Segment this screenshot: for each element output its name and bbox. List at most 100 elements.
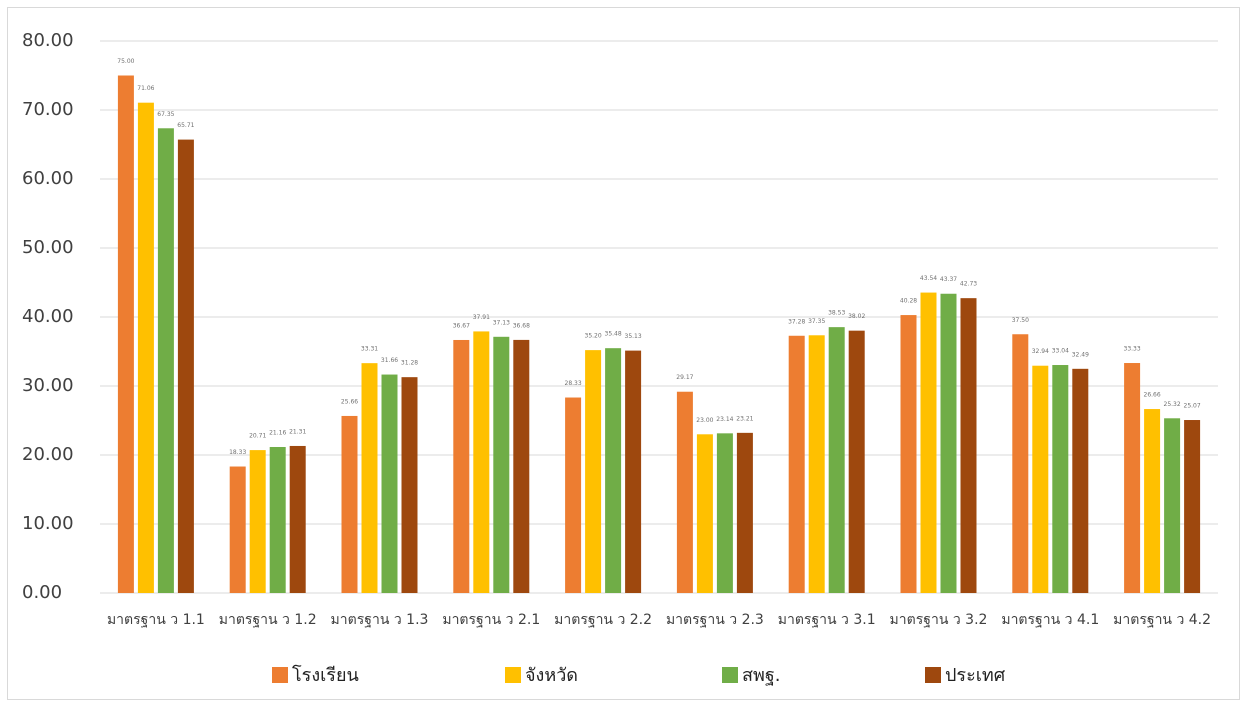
bar (736, 432, 753, 593)
bar (117, 75, 134, 593)
value-label: 67.35 (157, 111, 174, 118)
value-label: 65.71 (177, 122, 194, 129)
bar (177, 139, 194, 593)
x-tick-label: มาตรฐาน ว 1.1 (107, 612, 205, 628)
value-label: 42.73 (960, 281, 977, 288)
value-label: 33.04 (1052, 348, 1069, 355)
legend-label: สพฐ. (742, 665, 781, 686)
x-tick-label: มาตรฐาน ว 3.2 (890, 612, 988, 628)
value-label: 71.06 (137, 85, 154, 92)
value-label: 38.53 (828, 310, 845, 317)
bar (1012, 334, 1029, 593)
bar (1072, 368, 1089, 593)
value-label: 28.33 (565, 380, 582, 387)
bar (960, 298, 977, 593)
bar (788, 335, 805, 593)
bar (157, 128, 174, 593)
value-label: 20.71 (249, 433, 266, 440)
x-tick-label: มาตรฐาน ว 1.3 (331, 612, 429, 628)
x-tick-label: มาตรฐาน ว 2.2 (554, 612, 652, 628)
bar (605, 348, 622, 593)
legend-swatch (722, 667, 738, 683)
x-tick-label: มาตรฐาน ว 4.1 (1001, 612, 1099, 628)
y-tick-label: 70.00 (22, 99, 74, 120)
bar (1124, 363, 1141, 593)
value-label: 37.13 (493, 319, 510, 326)
value-label: 18.33 (229, 449, 246, 456)
bar (1184, 420, 1201, 593)
bar (625, 350, 642, 593)
x-tick-label: มาตรฐาน ว 3.1 (778, 612, 876, 628)
value-label: 43.37 (940, 276, 957, 283)
legend-swatch (505, 667, 521, 683)
bar (453, 339, 470, 593)
x-tick-label: มาตรฐาน ว 2.3 (666, 612, 764, 628)
value-label: 33.33 (1124, 346, 1141, 353)
bar (808, 335, 825, 593)
y-tick-label: 0.00 (22, 582, 62, 603)
y-tick-label: 50.00 (22, 237, 74, 258)
bar (1032, 365, 1049, 593)
y-tick-label: 10.00 (22, 513, 74, 534)
value-label: 35.20 (585, 333, 602, 340)
value-label: 36.67 (453, 322, 470, 329)
bar (361, 363, 378, 593)
value-label: 37.91 (473, 314, 490, 321)
bar (229, 466, 246, 593)
bar (493, 336, 510, 593)
value-label: 33.31 (361, 346, 378, 353)
bar (289, 445, 306, 593)
value-label: 32.94 (1032, 348, 1049, 355)
bar (473, 331, 490, 593)
bar (900, 315, 917, 593)
y-tick-label: 20.00 (22, 444, 74, 465)
y-tick-label: 60.00 (22, 168, 74, 189)
legend-label: จังหวัด (525, 665, 578, 686)
value-label: 35.13 (625, 333, 642, 340)
bar (848, 330, 865, 593)
value-label: 35.48 (605, 331, 622, 338)
value-label: 21.16 (269, 429, 286, 436)
bar (341, 415, 358, 593)
value-label: 31.28 (401, 360, 418, 367)
bar (716, 433, 733, 593)
x-tick-label: มาตรฐาน ว 2.1 (442, 612, 540, 628)
bar (1164, 418, 1181, 593)
bar (676, 391, 693, 593)
bar (940, 293, 957, 593)
value-label: 26.66 (1144, 392, 1161, 399)
value-label: 40.28 (900, 298, 917, 305)
value-label: 37.35 (808, 318, 825, 325)
legend-swatch (272, 667, 288, 683)
x-tick-label: มาตรฐาน ว 1.2 (219, 612, 317, 628)
value-label: 36.68 (513, 322, 530, 329)
bar (1144, 409, 1161, 593)
value-label: 23.21 (736, 415, 753, 422)
bar (269, 446, 286, 593)
value-label: 23.14 (716, 416, 733, 423)
bar (249, 450, 266, 593)
value-label: 32.49 (1072, 351, 1089, 358)
legend-label: โรงเรียน (292, 664, 359, 686)
y-tick-label: 40.00 (22, 306, 74, 327)
value-label: 75.00 (117, 58, 134, 65)
bar (828, 327, 845, 593)
value-label: 31.66 (381, 357, 398, 364)
bar (585, 350, 602, 593)
value-label: 25.07 (1184, 403, 1201, 410)
bar (565, 397, 582, 593)
value-label: 25.66 (341, 398, 358, 405)
y-tick-label: 80.00 (22, 30, 74, 51)
legend-label: ประเทศ (945, 665, 1006, 686)
value-label: 25.32 (1164, 401, 1181, 408)
value-label: 21.31 (289, 428, 306, 435)
value-label: 37.28 (788, 318, 805, 325)
y-tick-label: 30.00 (22, 375, 74, 396)
value-label: 37.50 (1012, 317, 1029, 324)
bar (381, 374, 398, 593)
bar (137, 102, 154, 593)
legend-swatch (925, 667, 941, 683)
value-label: 43.54 (920, 275, 937, 282)
bar (401, 377, 418, 593)
